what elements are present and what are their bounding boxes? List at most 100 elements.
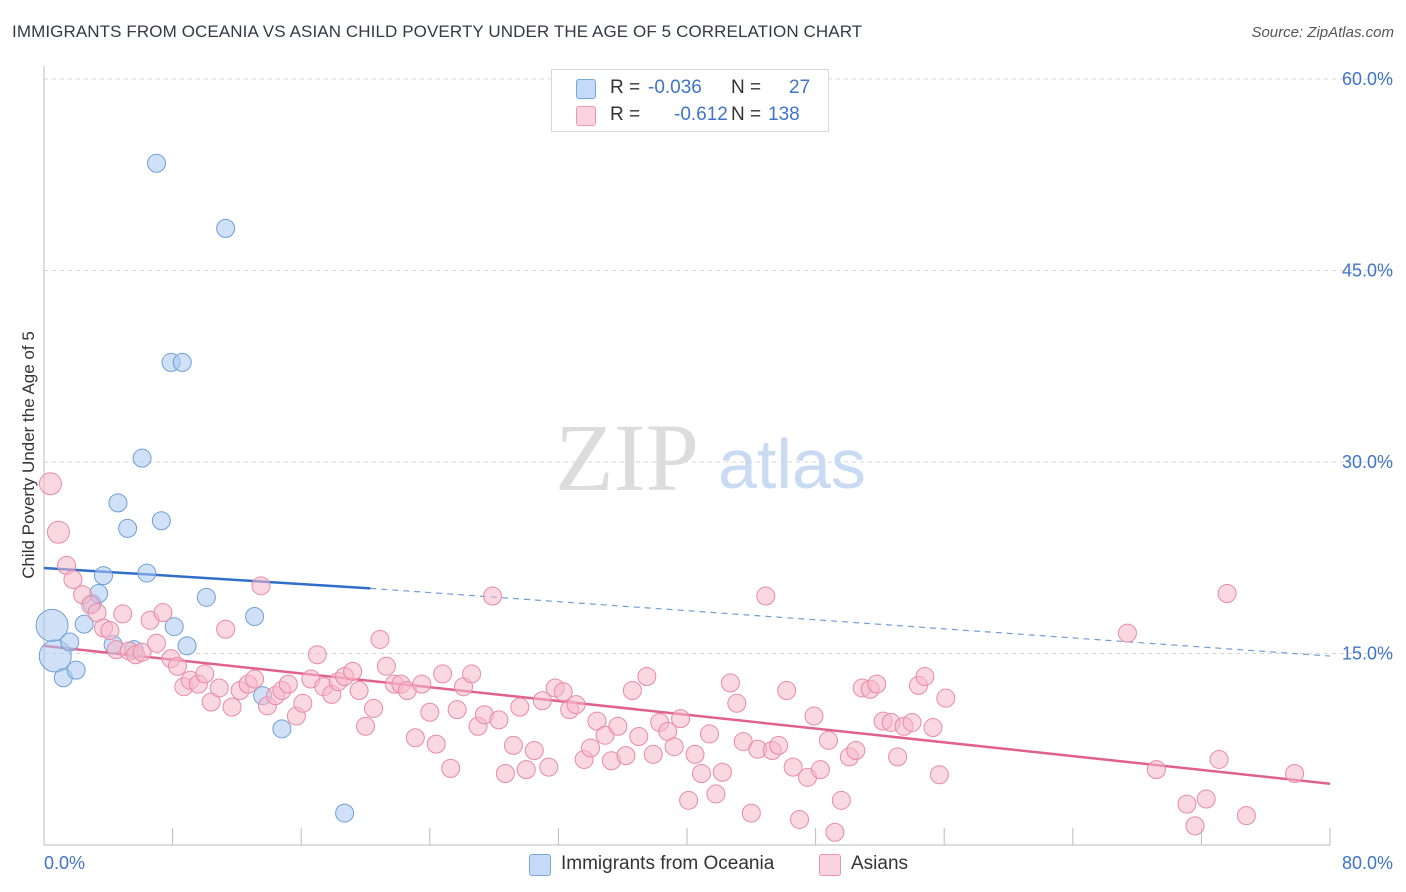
asians-point [216, 619, 236, 639]
asians-point [209, 678, 229, 698]
asians-point [790, 809, 810, 829]
asians-point [441, 758, 461, 778]
asians-point [222, 697, 242, 717]
oceania-point [74, 614, 94, 634]
asians-point [113, 604, 133, 624]
data-points [35, 153, 1305, 842]
oceania-point [151, 511, 171, 531]
oceania-point [66, 660, 86, 680]
asians-point [679, 790, 699, 810]
legend-n-value: 138 [768, 104, 800, 125]
asians-point [769, 735, 789, 755]
asians-point [720, 673, 740, 693]
legend-n-value: 27 [789, 77, 811, 98]
asians-point [343, 661, 363, 681]
asians-point [447, 700, 467, 720]
asians-point [685, 744, 705, 764]
asians-point [132, 642, 152, 662]
asians-point [825, 822, 845, 842]
asians-point [420, 702, 440, 722]
legend-r-value: -0.612 [674, 104, 728, 125]
legend-swatch-asians [576, 106, 596, 126]
asians-point [462, 664, 482, 684]
asians-point [727, 693, 747, 713]
asians-point [608, 716, 628, 736]
asians-point [777, 681, 797, 701]
y-tick-label: 30.0% [1342, 452, 1393, 472]
asians-point [539, 757, 559, 777]
source-label: Source: ZipAtlas.com [1251, 24, 1394, 41]
asians-point [370, 629, 390, 649]
oceania-point [93, 566, 113, 586]
oceania-point [335, 803, 355, 823]
asians-point [482, 586, 502, 606]
oceania-point [272, 719, 292, 739]
asians-point [405, 728, 425, 748]
asians-point [524, 741, 544, 761]
asians-point [691, 764, 711, 784]
bottom-legend-label-oceania: Immigrants from Oceania [561, 853, 775, 874]
oceania-point [177, 636, 197, 656]
asians-point [63, 569, 83, 589]
watermark-zip: ZIP [555, 404, 699, 511]
asians-point [510, 697, 530, 717]
asians-point [532, 691, 552, 711]
asians-point [581, 738, 601, 758]
asians-point [195, 664, 215, 684]
oceania-point [137, 563, 157, 583]
asians-point [167, 656, 187, 676]
oceania-point [216, 218, 236, 238]
watermark: ZIP atlas [555, 404, 866, 511]
asians-point [503, 735, 523, 755]
asians-point [616, 746, 636, 766]
asians-point [553, 682, 573, 702]
asians-point [376, 656, 396, 676]
legend-r-value: -0.036 [648, 77, 702, 98]
legend-r-label: R = [610, 104, 641, 125]
asians-point [831, 790, 851, 810]
correlation-legend: R = -0.036 N = 27 R = -0.612 N = 138 [551, 69, 829, 132]
asians-point [929, 765, 949, 785]
asians-point [902, 712, 922, 732]
bottom-legend-label-asians: Asians [851, 853, 909, 874]
asians-point [489, 710, 509, 730]
asians-point [426, 734, 446, 754]
legend-swatch-oceania [576, 79, 596, 99]
asians-point [46, 520, 70, 544]
asians-point [516, 760, 536, 780]
legend-n-label: N = [731, 104, 762, 125]
asians-point [356, 716, 375, 736]
asians-point [804, 706, 824, 726]
asians-point [700, 724, 720, 744]
oceania-point [147, 153, 167, 173]
legend-n-label: N = [731, 77, 762, 98]
bottom-legend-swatch-oceania [529, 854, 551, 876]
asians-point [671, 709, 691, 729]
oceania-point [118, 518, 138, 538]
asians-point [712, 762, 732, 782]
oceania-point [108, 493, 128, 513]
asians-point [923, 718, 943, 738]
asians-point [915, 666, 935, 686]
asians-point [637, 666, 657, 686]
oceania-point [196, 587, 216, 607]
asians-point [818, 730, 838, 750]
asians-point [293, 693, 313, 713]
asians-point [1185, 816, 1205, 836]
asians-point [867, 674, 887, 694]
asians-point [349, 681, 369, 701]
asians-point [100, 621, 120, 641]
asians-point [38, 472, 62, 496]
y-tick-label: 60.0% [1342, 69, 1393, 89]
asians-point [706, 784, 726, 804]
watermark-atlas: atlas [718, 425, 866, 503]
oceania-trend-extension [370, 587, 1331, 657]
x-tick-label: 0.0% [44, 853, 85, 873]
asians-point [1217, 583, 1237, 603]
asians-point [629, 726, 649, 746]
asians-point [1285, 764, 1305, 784]
asians-point [1209, 749, 1229, 769]
asians-point [433, 664, 453, 684]
asians-point [278, 674, 298, 694]
